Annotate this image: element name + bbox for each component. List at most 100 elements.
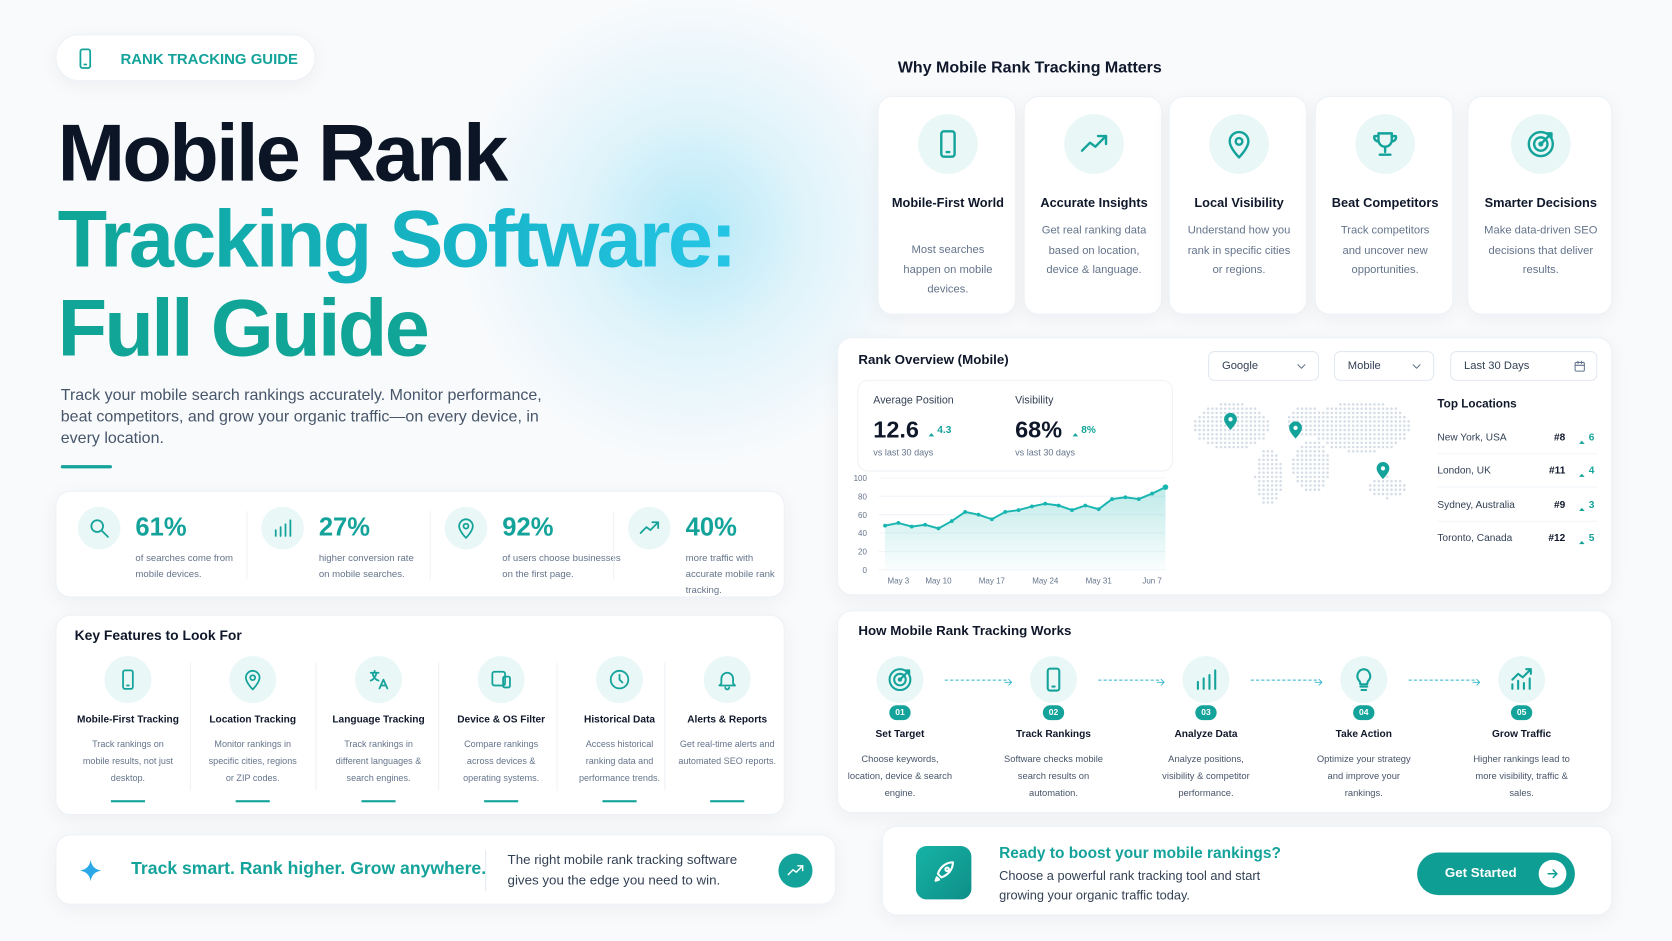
icon-part xyxy=(1236,428,1240,432)
icon-part xyxy=(1347,415,1351,419)
icon-part xyxy=(1245,432,1248,436)
point xyxy=(1056,503,1061,508)
icon-part xyxy=(1398,479,1402,483)
location-change: 4 xyxy=(1588,465,1595,478)
icon-part xyxy=(1381,437,1385,440)
icon-part xyxy=(101,530,109,538)
point xyxy=(949,519,954,524)
icon xyxy=(78,858,104,884)
icon-circle xyxy=(1340,656,1388,704)
icon-part xyxy=(1377,479,1381,483)
icon-part xyxy=(1232,445,1235,449)
icon-part xyxy=(1313,488,1317,491)
icon-part xyxy=(1206,428,1210,432)
icon-part xyxy=(1258,424,1261,427)
icon-part xyxy=(1347,420,1351,423)
icon-part xyxy=(1339,420,1342,423)
icon-part xyxy=(1390,492,1393,496)
icon-part xyxy=(1313,424,1317,427)
location-change: 6 xyxy=(1588,432,1595,444)
icon-part xyxy=(79,48,92,69)
icon-part xyxy=(491,670,506,687)
icon-part xyxy=(1385,411,1389,415)
icon-part xyxy=(1262,471,1265,474)
icon-circle xyxy=(1182,656,1230,704)
dropdown[interactable]: Last 30 Days xyxy=(1450,351,1598,381)
point xyxy=(936,526,941,531)
icon-part xyxy=(1398,424,1402,427)
icon-part xyxy=(718,671,736,687)
icon-part xyxy=(1300,462,1304,466)
icon xyxy=(1577,433,1587,444)
icon-part xyxy=(1368,432,1372,436)
why-title: Mobile-First World xyxy=(891,195,1004,211)
step-text: Optimize your strategy and improve your … xyxy=(1316,753,1411,799)
icon-part xyxy=(1334,441,1338,445)
icon-part xyxy=(1266,501,1270,504)
icon-part xyxy=(1236,420,1240,423)
icon-part xyxy=(1377,441,1381,445)
icon-part xyxy=(1390,432,1393,436)
icon-part xyxy=(888,668,912,692)
icon-part xyxy=(1343,445,1346,449)
icon-part xyxy=(1373,484,1376,487)
icon-part xyxy=(1215,445,1218,449)
dropdown[interactable]: Google xyxy=(1208,351,1320,381)
icon xyxy=(1508,666,1536,694)
step-title: Analyze Data xyxy=(1174,728,1238,741)
icon-part xyxy=(1202,428,1206,432)
icon-part xyxy=(1245,441,1248,445)
icon-part xyxy=(1381,445,1385,449)
icon-part xyxy=(1245,411,1248,415)
cta-button[interactable]: Get Started xyxy=(1417,852,1575,896)
icon-part xyxy=(1321,454,1325,457)
arrow xyxy=(944,679,1007,681)
icon-part xyxy=(1412,364,1421,369)
icon-part xyxy=(1356,441,1359,445)
icon-part xyxy=(1547,869,1558,879)
icon-part xyxy=(1398,411,1402,415)
why-text: Track competitors and uncover new opport… xyxy=(1340,224,1430,277)
icon-part xyxy=(1339,415,1342,419)
icon-part xyxy=(1381,488,1385,491)
icon-circle xyxy=(77,506,121,550)
icon xyxy=(1294,360,1308,374)
icon-part xyxy=(1368,403,1372,406)
icon-part xyxy=(1326,462,1329,466)
point xyxy=(1003,509,1008,514)
icon-part xyxy=(1275,462,1278,466)
x-tick-label: May 3 xyxy=(888,577,910,586)
how-card: How Mobile Rank Tracking Works 01 Set Targ… xyxy=(837,610,1613,813)
icon-part xyxy=(1228,441,1231,445)
icon-part xyxy=(1360,445,1363,449)
icon-part xyxy=(1368,407,1372,410)
icon-part xyxy=(1249,432,1253,436)
icon-part xyxy=(1258,428,1261,432)
step-number: 01 xyxy=(895,707,905,717)
icon-part xyxy=(1287,415,1291,419)
icon xyxy=(74,47,97,70)
icon-part xyxy=(1579,540,1585,545)
icon-part xyxy=(1004,678,1013,686)
tagline-card: Track smart. Rank higher. Grow anywhere.… xyxy=(55,834,836,905)
icon-part xyxy=(1300,407,1304,410)
icon-part xyxy=(1347,437,1351,440)
icon-part xyxy=(1373,407,1376,410)
tagline-title: Track smart. Rank higher. Grow anywhere. xyxy=(131,858,487,879)
location-city: Toronto, Canada xyxy=(1437,532,1513,545)
line-chart: 0 20 40 60 80 100 May 3 May 10 May 17 May 24 May 3… xyxy=(854,474,1169,586)
icon-part xyxy=(1347,441,1351,445)
icon-part xyxy=(1347,424,1351,427)
icon-part xyxy=(1300,484,1304,487)
section-title: How Mobile Rank Tracking Works xyxy=(858,623,1072,639)
icon-part xyxy=(1296,407,1299,410)
icon xyxy=(1577,533,1587,545)
icon-part xyxy=(1313,445,1317,449)
dropdown[interactable]: Mobile xyxy=(1333,351,1435,381)
icon-part xyxy=(1579,440,1585,444)
icon-part xyxy=(1398,484,1402,487)
icon-part xyxy=(1309,471,1312,474)
location-rank: #11 xyxy=(1548,465,1566,478)
icon-part xyxy=(1309,411,1312,415)
